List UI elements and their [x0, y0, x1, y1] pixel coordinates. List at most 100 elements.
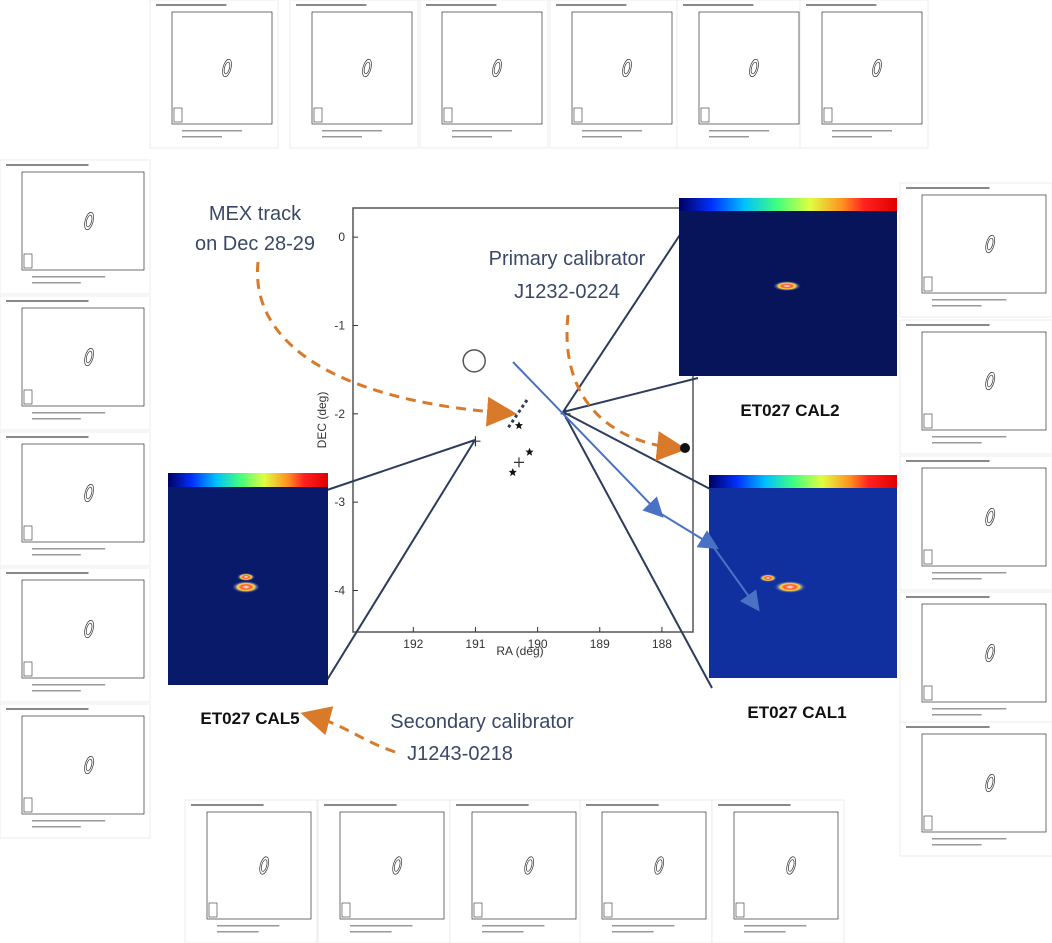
panel-axes	[21, 579, 145, 679]
contour	[985, 643, 996, 663]
contour-panel	[449, 799, 583, 943]
panel-line	[6, 436, 89, 438]
panel-axes	[571, 11, 673, 125]
beam-box	[735, 902, 745, 918]
beam-box	[208, 902, 218, 918]
y-tick-label: 0	[338, 230, 345, 244]
x-tick-label: 192	[403, 637, 423, 651]
panel-axes	[921, 467, 1047, 567]
annotation: J1232-0224	[514, 281, 620, 303]
contour	[85, 350, 93, 364]
panel-bg	[419, 0, 549, 149]
contour	[85, 622, 93, 636]
beam-box	[923, 685, 933, 701]
panel-line	[932, 436, 1007, 438]
annotation-arrows	[255, 261, 687, 754]
x-tick-label: 190	[528, 637, 548, 651]
connectors	[326, 211, 713, 689]
panel-axes	[311, 11, 413, 125]
contour-panel	[184, 799, 318, 943]
panel-line	[322, 130, 382, 132]
panel-line	[32, 276, 106, 278]
panel-line	[350, 925, 413, 927]
panel-line	[932, 844, 982, 846]
contour-panel	[149, 0, 279, 149]
beam-box	[473, 902, 483, 918]
contour	[873, 61, 881, 75]
panel-line	[932, 578, 982, 580]
panel-line	[182, 136, 222, 138]
panel-axes	[21, 715, 145, 815]
annotation: Primary calibrator	[489, 248, 646, 270]
panel-bg	[449, 799, 583, 943]
contour	[749, 58, 759, 78]
panel-line	[452, 136, 492, 138]
contour	[524, 856, 535, 875]
panel-line	[350, 931, 392, 933]
panel-line	[932, 442, 982, 444]
panel-line	[32, 282, 81, 284]
panel-axes	[21, 443, 145, 543]
contour	[872, 58, 882, 78]
inset-cal2	[679, 198, 897, 376]
panel-line	[324, 804, 397, 806]
panel-bg	[317, 799, 451, 943]
panel-line	[612, 931, 654, 933]
beam-box	[923, 815, 933, 831]
panel-axes	[921, 331, 1047, 431]
x-tick-label: 188	[652, 637, 672, 651]
track-arrows	[512, 361, 760, 612]
panel-line	[832, 136, 872, 138]
panel-axes	[821, 11, 923, 125]
contour-panel	[899, 721, 1052, 857]
contour	[85, 486, 93, 500]
contour	[622, 58, 632, 78]
panel-bg	[899, 455, 1052, 591]
contour-panel	[676, 0, 806, 149]
panel-bg	[0, 431, 151, 567]
panel-line	[932, 714, 982, 716]
panel-line	[32, 826, 81, 828]
contour-panel	[899, 455, 1052, 591]
panel-bg	[289, 0, 419, 149]
panel-line	[906, 187, 990, 189]
panel-bg	[149, 0, 279, 149]
panel-line	[32, 412, 106, 414]
y-axis-label: DEC (deg)	[315, 392, 329, 449]
panel-line	[32, 820, 106, 822]
contour	[787, 859, 795, 872]
point	[508, 468, 517, 477]
panel-line	[932, 838, 1007, 840]
point	[462, 349, 486, 373]
plot-frame	[352, 207, 694, 633]
panel-line	[32, 690, 81, 692]
panel-line	[182, 130, 242, 132]
point	[513, 457, 524, 468]
panel-bg	[899, 319, 1052, 455]
contour	[985, 234, 996, 254]
panel-line	[906, 726, 990, 728]
beam-box	[341, 902, 351, 918]
panel-line	[932, 299, 1007, 301]
x-axis-label: RA (deg)	[496, 644, 543, 658]
panel-line	[906, 460, 990, 462]
panel-line	[932, 708, 1007, 710]
panel-line	[612, 925, 675, 927]
x-tick-label: 189	[590, 637, 610, 651]
contour	[985, 773, 996, 793]
contour	[493, 61, 501, 75]
point	[525, 447, 534, 456]
contour-panel	[0, 159, 151, 295]
panel-bg	[899, 182, 1052, 318]
contour	[986, 510, 994, 524]
contour	[986, 374, 994, 388]
contour	[786, 856, 797, 875]
contour-panel	[0, 295, 151, 431]
beam-box	[700, 107, 710, 123]
plot-area: 192 191 190 189 188 0 -1 -2 -3 -4	[334, 230, 672, 651]
contour	[655, 859, 663, 872]
y-tick-label: -3	[334, 495, 345, 509]
annotation: J1243-0218	[407, 743, 513, 765]
panel-line	[6, 708, 89, 710]
